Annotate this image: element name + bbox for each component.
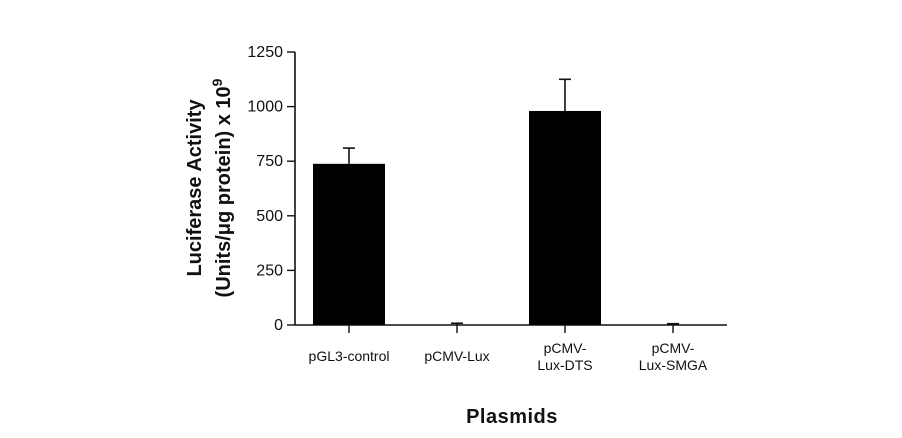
error-bars xyxy=(343,78,679,325)
y-tick-label: 0 xyxy=(274,317,283,334)
x-tick-label-line: pCMV- xyxy=(544,340,587,356)
x-tick-label: pCMV-Lux-SMGA xyxy=(639,340,708,373)
y-axis-title-superscript: 9 xyxy=(209,78,225,86)
y-tick-label: 500 xyxy=(256,208,283,225)
x-tick-label-line: pGL3-control xyxy=(309,348,390,364)
y-tick-label: 1250 xyxy=(247,44,283,61)
y-ticks: 0 250 500 750 1000 1250 xyxy=(247,44,295,334)
x-tick-label-line: Lux-SMGA xyxy=(639,357,708,373)
x-axis-title: Plasmids xyxy=(466,406,558,428)
y-axis-title-line1: Luciferase Activity xyxy=(184,99,206,277)
y-tick-label: 250 xyxy=(256,262,283,279)
y-tick-label: 750 xyxy=(256,153,283,170)
x-ticks: pGL3-control pCMV-Lux pCMV-Lux-DTSpCMV-Lux… xyxy=(309,325,708,373)
x-tick-label: pCMV-Lux xyxy=(424,348,489,364)
x-tick-label-line: Lux-DTS xyxy=(537,357,592,373)
bars xyxy=(313,110,601,325)
x-tick-label-line: pCMV- xyxy=(652,340,695,356)
y-axis-title: Luciferase Activity (Units/μg protein) x… xyxy=(184,78,235,297)
y-axis-title-line2: (Units/μg protein) x 109 xyxy=(209,78,235,297)
x-tick-label: pGL3-control xyxy=(309,348,390,364)
x-tick-label-line: pCMV-Lux xyxy=(424,348,489,364)
bar xyxy=(313,163,385,325)
x-tick-label: pCMV-Lux-DTS xyxy=(537,340,592,373)
bar xyxy=(529,110,601,325)
y-axis-title-line2-text: (Units/μg protein) x 10 xyxy=(213,86,235,297)
y-tick-label: 1000 xyxy=(247,99,283,116)
